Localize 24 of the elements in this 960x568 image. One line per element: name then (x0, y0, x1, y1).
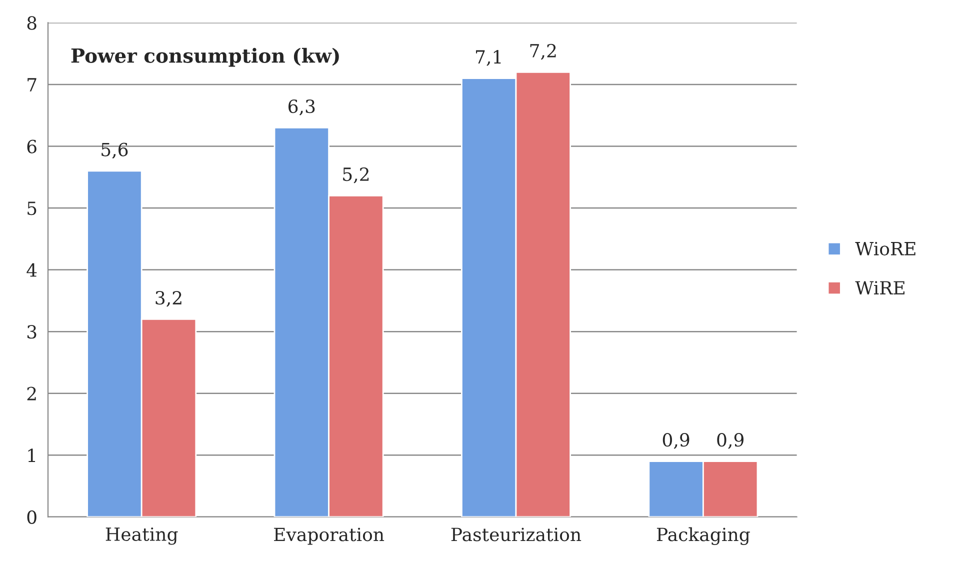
y-tick-label: 8 (27, 16, 36, 30)
y-tick-label: 6 (27, 140, 36, 154)
x-tick-label: Pasteurization (451, 528, 582, 542)
data-label: 5,6 (102, 142, 128, 159)
data-label: 5,2 (343, 167, 369, 184)
legend-label: WiRE (855, 281, 904, 294)
y-tick-label: 2 (27, 386, 36, 400)
x-tick-label: Evaporation (274, 528, 384, 545)
y-tick-label: 3 (27, 325, 36, 339)
legend-label: WioRE (855, 242, 916, 256)
data-label: 3,2 (156, 290, 182, 307)
y-tick-label: 4 (26, 263, 37, 277)
data-label: 6,3 (288, 99, 315, 116)
x-tick-label: Heating (106, 527, 178, 545)
y-tick-label: 0 (27, 510, 36, 524)
data-label: 7,1 (476, 50, 501, 66)
y-tick-label: 7 (28, 78, 36, 92)
data-label: 0,9 (662, 433, 690, 449)
text: Power consumption (kw) (71, 48, 339, 67)
y-tick-label: 1 (28, 448, 36, 462)
y-tick-label: 5 (28, 202, 36, 216)
x-tick-label: Packaging (656, 527, 750, 546)
data-label: 7,2 (530, 44, 556, 60)
data-label: 0,9 (717, 433, 744, 449)
